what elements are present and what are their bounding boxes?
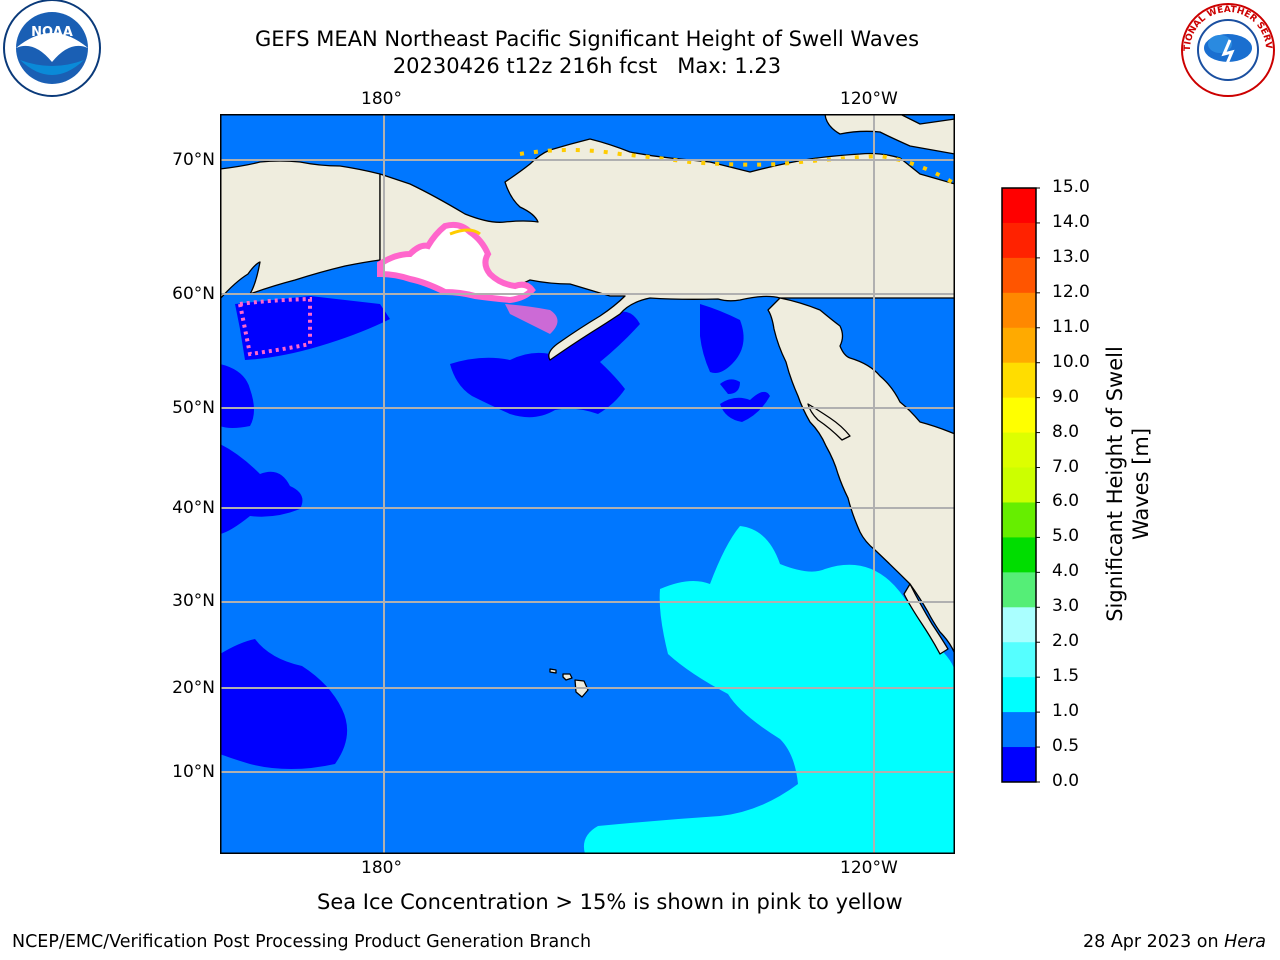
colorbar-segment	[1002, 572, 1036, 608]
chart-subtitle: 20230426 t12z 216h fcst Max: 1.23	[392, 54, 782, 78]
colorbar-segment	[1002, 607, 1036, 643]
nws-logo: NATIONAL WEATHER SERVICE	[1172, 0, 1280, 100]
colorbar-title: Significant Height of Swell Waves [m]	[1102, 346, 1154, 622]
colorbar-border	[1001, 187, 1037, 783]
colorbar-tick-label: 1.5	[1052, 666, 1080, 687]
map-panel	[220, 114, 955, 854]
colorbar-tick-label: 3.0	[1052, 596, 1080, 617]
colorbar-tick-label: 10.0	[1052, 351, 1090, 372]
lat-label-30n: 30°N	[172, 591, 215, 611]
sea-ice-note: Sea Ice Concentration > 15% is shown in …	[317, 890, 903, 914]
footer-date: 28 Apr 2023 on	[1083, 932, 1225, 952]
chart-title: GEFS MEAN Northeast Pacific Significant …	[254, 27, 920, 51]
map-graticule	[220, 114, 955, 854]
lat-label-60n: 60°N	[172, 284, 215, 304]
colorbar-tick-label: 2.0	[1052, 631, 1080, 652]
footer-right: 28 Apr 2023 on Hera	[1083, 932, 1266, 952]
colorbar-tick-label: 15.0	[1052, 177, 1090, 197]
colorbar-tick-label: 0.0	[1052, 771, 1080, 791]
colorbar-segment	[1002, 327, 1036, 364]
swell-0-5-regions	[220, 296, 770, 769]
colorbar-tick-label: 12.0	[1052, 281, 1090, 302]
colorbar-title-line2: Waves [m]	[1129, 427, 1153, 541]
colorbar-tick-label: 14.0	[1052, 211, 1090, 232]
colorbar-tick-label: 6.0	[1052, 491, 1080, 512]
colorbar-tick-label: 5.0	[1052, 526, 1080, 547]
lat-label-20n: 20°N	[172, 678, 215, 698]
lon-label-bottom-180: 180°	[361, 858, 402, 878]
colorbar-tick-label: 9.0	[1052, 386, 1080, 407]
land-masses	[220, 114, 955, 698]
colorbar-segment	[1002, 397, 1036, 434]
lat-label-70n: 70°N	[172, 150, 215, 170]
colorbar-title-line1: Significant Height of Swell	[1103, 346, 1127, 622]
colorbar-segment	[1002, 292, 1036, 329]
colorbar-tick-label: 11.0	[1052, 316, 1090, 337]
sea-ice-edges	[237, 148, 955, 357]
colorbar-tick-label: 8.0	[1052, 421, 1080, 442]
lon-label-top-180: 180°	[361, 89, 402, 109]
siberia-land	[220, 114, 381, 300]
colorbar-tick-label: 4.0	[1052, 561, 1080, 582]
colorbar-segment	[1002, 677, 1036, 713]
alaska-land	[379, 138, 955, 361]
colorbar-segment	[1002, 467, 1036, 503]
footer-left: NCEP/EMC/Verification Post Processing Pr…	[12, 932, 592, 952]
vancouver-island	[807, 403, 851, 441]
colorbar-segment	[1002, 747, 1036, 783]
colorbar-segment	[1002, 257, 1036, 294]
footer-host: Hera	[1224, 932, 1266, 952]
colorbar-segment	[1002, 642, 1036, 678]
noaa-logo: NOAA	[0, 0, 106, 100]
colorbar	[1001, 187, 1040, 783]
colorbar-segment	[1002, 188, 1036, 224]
colorbar-tick-label: 0.5	[1052, 736, 1080, 757]
colorbar-segment	[1002, 432, 1036, 469]
north-america-coast	[767, 297, 955, 655]
lon-label-bottom-120w: 120°W	[840, 858, 898, 878]
colorbar-tick-label: 13.0	[1052, 246, 1090, 267]
lat-label-10n: 10°N	[172, 762, 215, 782]
colorbar-segment	[1002, 362, 1036, 399]
colorbar-segment	[1002, 222, 1036, 259]
lat-label-50n: 50°N	[172, 398, 215, 418]
hawaii-islands	[549, 668, 589, 698]
lon-label-top-120w: 120°W	[840, 89, 898, 109]
colorbar-segment	[1002, 712, 1036, 748]
colorbar-segment	[1002, 502, 1036, 538]
colorbar-segment	[1002, 537, 1036, 573]
lat-label-40n: 40°N	[172, 498, 215, 518]
svg-text:NOAA: NOAA	[31, 25, 73, 40]
colorbar-tick-label: 7.0	[1052, 456, 1080, 477]
arctic-islands	[824, 114, 955, 155]
colorbar-tick-label: 1.0	[1052, 701, 1080, 722]
